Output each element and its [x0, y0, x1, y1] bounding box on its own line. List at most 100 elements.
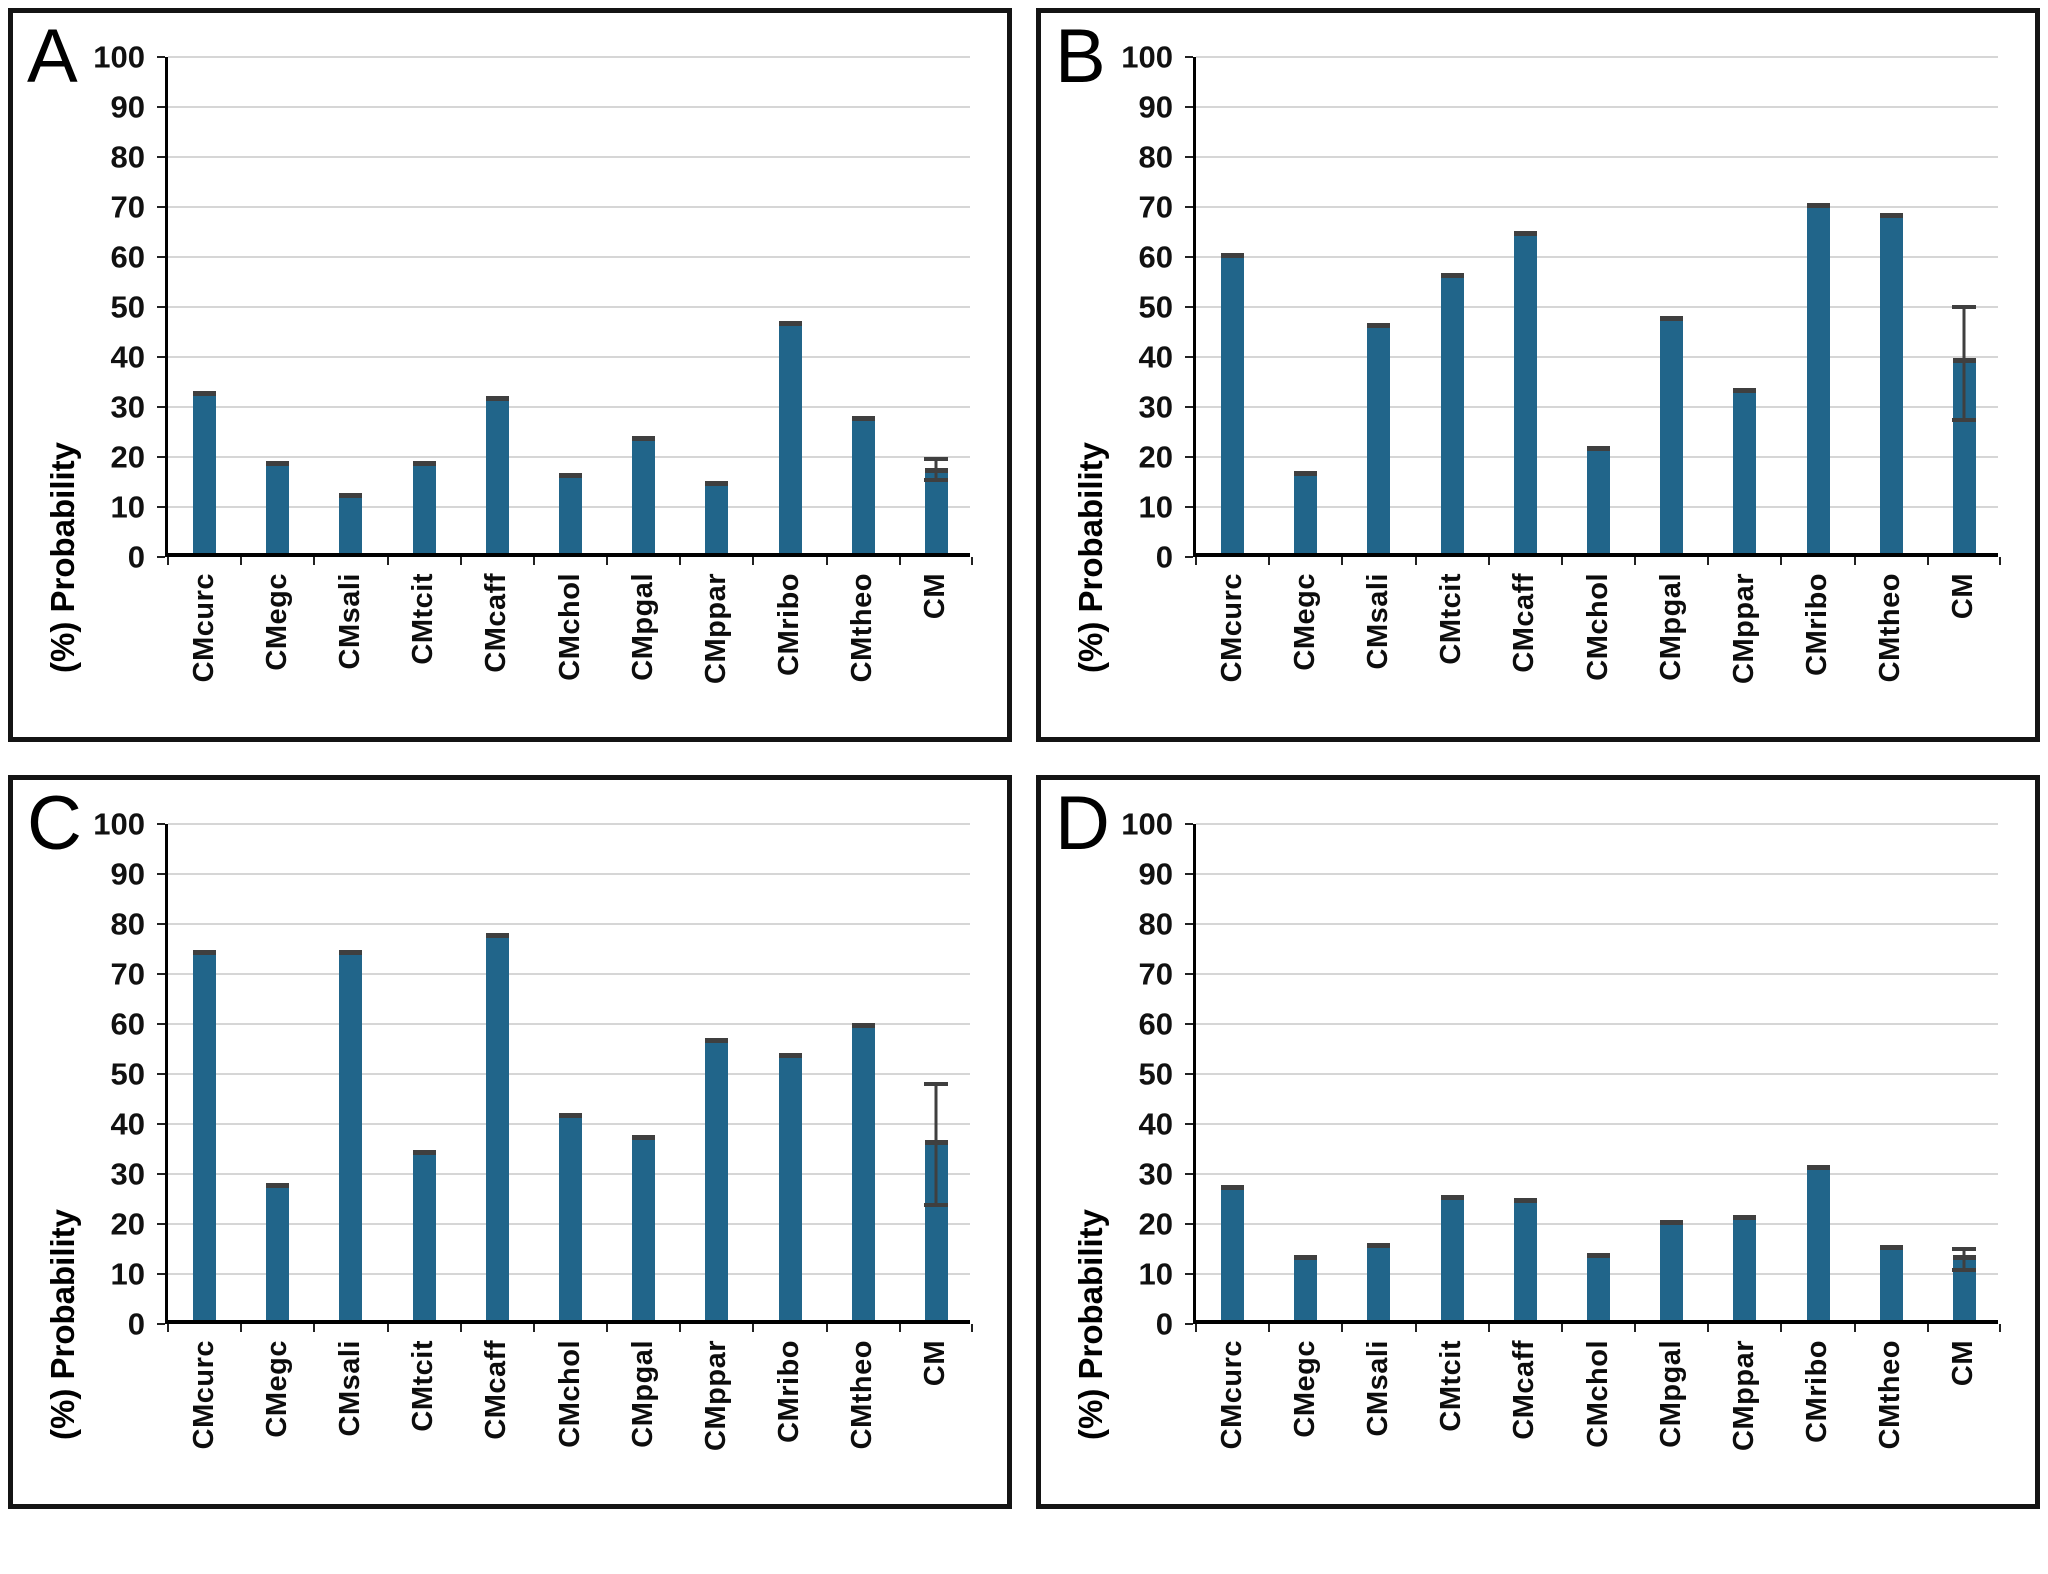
x-tick-mark-7	[1707, 557, 1710, 565]
x-tick-mark-9	[1853, 1324, 1856, 1332]
error-bar-CM	[923, 1081, 949, 1207]
y-tick-label-10: 10	[1138, 1256, 1173, 1292]
x-label-CMcaff: CMcaff	[1508, 573, 1541, 673]
y-tick-mark-80	[1185, 923, 1193, 925]
x-tick-mark-11	[1999, 1324, 2001, 1332]
panel-letter-b: B	[1055, 14, 1106, 99]
gridline-80	[168, 156, 970, 158]
y-tick-label-80: 80	[110, 906, 145, 942]
y-tick-mark-10	[1185, 1273, 1193, 1275]
bar-CMegc	[1294, 1255, 1318, 1320]
x-label-CMegc: CMegc	[260, 573, 293, 671]
bar-CMtheo	[851, 415, 875, 553]
bar-CMtcit	[1440, 1195, 1464, 1320]
x-tick-mark-0	[1195, 557, 1197, 565]
error-cap-top-CM	[1952, 304, 1977, 309]
x-tick-mark-4	[459, 1324, 462, 1332]
y-tick-mark-20	[157, 456, 165, 458]
x-label-CMpgal: CMpgal	[1654, 1340, 1687, 1448]
y-tick-mark-30	[1185, 1173, 1193, 1175]
x-label-CMppar: CMppar	[699, 573, 732, 684]
y-tick-label-0: 0	[127, 1306, 145, 1342]
x-label-CMsali: CMsali	[1361, 573, 1394, 670]
bar-CMcaff	[1513, 1197, 1537, 1320]
bar-cap-CMegc	[1294, 470, 1318, 476]
y-tick-label-90: 90	[1138, 89, 1173, 125]
y-tick-mark-60	[157, 256, 165, 258]
bar-cap-CMcaff	[485, 932, 509, 938]
bar-cap-CMegc	[1294, 1255, 1318, 1260]
x-tick-mark-8	[752, 557, 755, 565]
y-tick-mark-30	[1185, 406, 1193, 408]
x-tick-mark-4	[459, 557, 462, 565]
y-tick-mark-50	[157, 1073, 165, 1075]
error-cap-bottom-CM	[1952, 418, 1977, 422]
gridline-30	[1196, 1173, 1998, 1175]
x-tick-mark-10	[898, 1324, 901, 1332]
bar-cap-CMppar	[705, 480, 729, 486]
gridline-90	[168, 873, 970, 875]
x-tick-mark-6	[1634, 1324, 1637, 1332]
gridline-40	[1196, 356, 1998, 358]
panel-letter-a: A	[27, 14, 78, 99]
bar-cap-CMribo	[1806, 203, 1830, 208]
x-tick-mark-2	[313, 557, 316, 565]
x-label-CMtheo: CMtheo	[846, 1340, 879, 1450]
bar-cap-CMcaff	[1513, 1197, 1537, 1203]
y-tick-label-30: 30	[110, 1156, 145, 1192]
bar-cap-CMppar	[705, 1037, 729, 1043]
y-tick-mark-40	[1185, 356, 1193, 358]
y-tick-mark-100	[1185, 823, 1193, 825]
error-line-CM	[934, 1081, 938, 1207]
plot-area-a: 0 10 20 30 40 50 60 70 80 90 100 CMcurc CMegc CMsali C…	[93, 42, 973, 684]
y-tick-mark-10	[157, 1273, 165, 1275]
gridline-100	[1196, 56, 1998, 58]
y-tick-label-0: 0	[1155, 539, 1173, 575]
gridline-60	[1196, 256, 1998, 258]
bar-CMppar	[705, 480, 729, 553]
x-tick-mark-11	[1999, 557, 2001, 565]
bar-cap-CMchol	[1587, 445, 1610, 451]
y-tick-label-100: 100	[1121, 39, 1173, 75]
x-label-CMpgal: CMpgal	[626, 573, 659, 681]
y-tick-mark-0	[157, 556, 165, 558]
gridline-100	[168, 823, 970, 825]
gridline-70	[168, 973, 970, 975]
bar-CMsali	[1367, 323, 1391, 553]
y-tick-label-40: 40	[110, 339, 145, 375]
y-tick-mark-70	[1185, 973, 1193, 975]
y-tick-mark-100	[157, 823, 165, 825]
x-label-CMtheo: CMtheo	[1874, 573, 1907, 683]
bar-CMtcit	[412, 460, 436, 553]
x-label-CMtcit: CMtcit	[1435, 1340, 1468, 1432]
bar-cap-CMtheo	[851, 1022, 875, 1028]
gridline-60	[168, 256, 970, 258]
x-tick-mark-3	[386, 557, 389, 565]
x-tick-mark-7	[679, 557, 682, 565]
bar-CMchol	[1587, 1252, 1610, 1320]
y-tick-label-80: 80	[1138, 139, 1173, 175]
gridline-90	[1196, 106, 1998, 108]
bar-cap-CMppar	[1733, 388, 1757, 393]
bar-CMribo	[778, 320, 802, 553]
y-tick-label-70: 70	[1138, 189, 1173, 225]
x-tick-mark-3	[386, 1324, 389, 1332]
y-tick-mark-60	[1185, 1023, 1193, 1025]
x-tick-mark-2	[1341, 1324, 1344, 1332]
y-tick-label-30: 30	[110, 389, 145, 425]
bar-CMppar	[705, 1037, 729, 1320]
y-tick-mark-10	[1185, 506, 1193, 508]
x-tick-mark-5	[532, 557, 535, 565]
bar-cap-CMtcit	[412, 1150, 436, 1155]
y-tick-label-50: 50	[110, 1056, 145, 1092]
x-label-CM: CM	[1947, 573, 1980, 620]
bar-CMcurc	[193, 390, 217, 553]
x-tick-mark-9	[825, 1324, 828, 1332]
x-label-CMtcit: CMtcit	[407, 1340, 440, 1432]
gridline-80	[1196, 156, 1998, 158]
y-tick-mark-90	[157, 873, 165, 875]
y-tick-mark-90	[1185, 873, 1193, 875]
x-tick-mark-10	[898, 557, 901, 565]
x-tick-mark-8	[1780, 557, 1783, 565]
gridline-70	[1196, 206, 1998, 208]
